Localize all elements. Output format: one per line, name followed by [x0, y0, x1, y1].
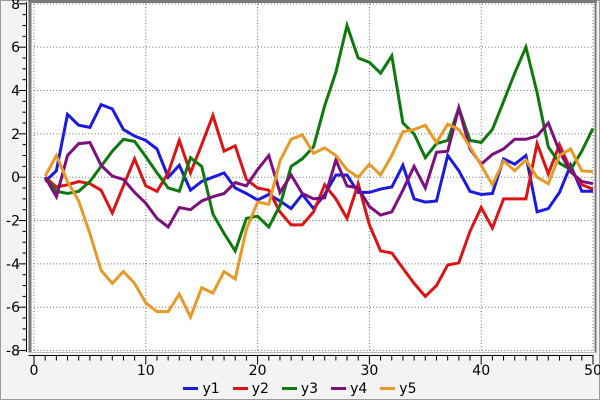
- legend-swatch-y1: [183, 387, 199, 390]
- y-tick-label: 6: [11, 40, 20, 56]
- legend-swatch-y2: [232, 387, 248, 390]
- legend-label-y2: y2: [251, 380, 269, 397]
- legend-swatch-y4: [331, 387, 347, 390]
- legend-swatch-y3: [281, 387, 297, 390]
- x-tick-label: 0: [30, 363, 39, 379]
- y-tick-label: 0: [11, 170, 20, 186]
- legend-item-y3: y3: [281, 380, 319, 397]
- legend-label-y5: y5: [399, 380, 417, 397]
- x-tick-label: 50: [584, 363, 600, 379]
- legend-label-y1: y1: [202, 380, 220, 397]
- legend-label-y3: y3: [300, 380, 319, 397]
- x-tick-label: 10: [137, 363, 155, 379]
- series-y4-line: [43, 102, 594, 230]
- legend-item-y1: y1: [183, 380, 220, 397]
- y-tick-label: -6: [6, 300, 20, 316]
- series-y5-line: [43, 122, 594, 321]
- y-tick-label: -8: [6, 344, 20, 360]
- y-tick-label: -4: [6, 257, 20, 273]
- x-tick-label: 20: [249, 363, 267, 379]
- legend-item-y5: y5: [380, 380, 417, 397]
- chart-legend: y1 y2 y3 y4 y5: [0, 380, 600, 397]
- legend-label-y4: y4: [350, 380, 368, 397]
- x-tick-label: 30: [360, 363, 378, 379]
- y-tick-label: -2: [6, 214, 20, 230]
- y-tick-label: 4: [11, 84, 20, 100]
- x-tick-label: 40: [472, 363, 490, 379]
- legend-item-y2: y2: [232, 380, 269, 397]
- legend-item-y4: y4: [331, 382, 367, 396]
- y-tick-label: 8: [11, 0, 20, 13]
- legend-swatch-y5: [380, 387, 396, 390]
- y-tick-label: 2: [11, 127, 20, 143]
- series-y3-line: [44, 20, 595, 255]
